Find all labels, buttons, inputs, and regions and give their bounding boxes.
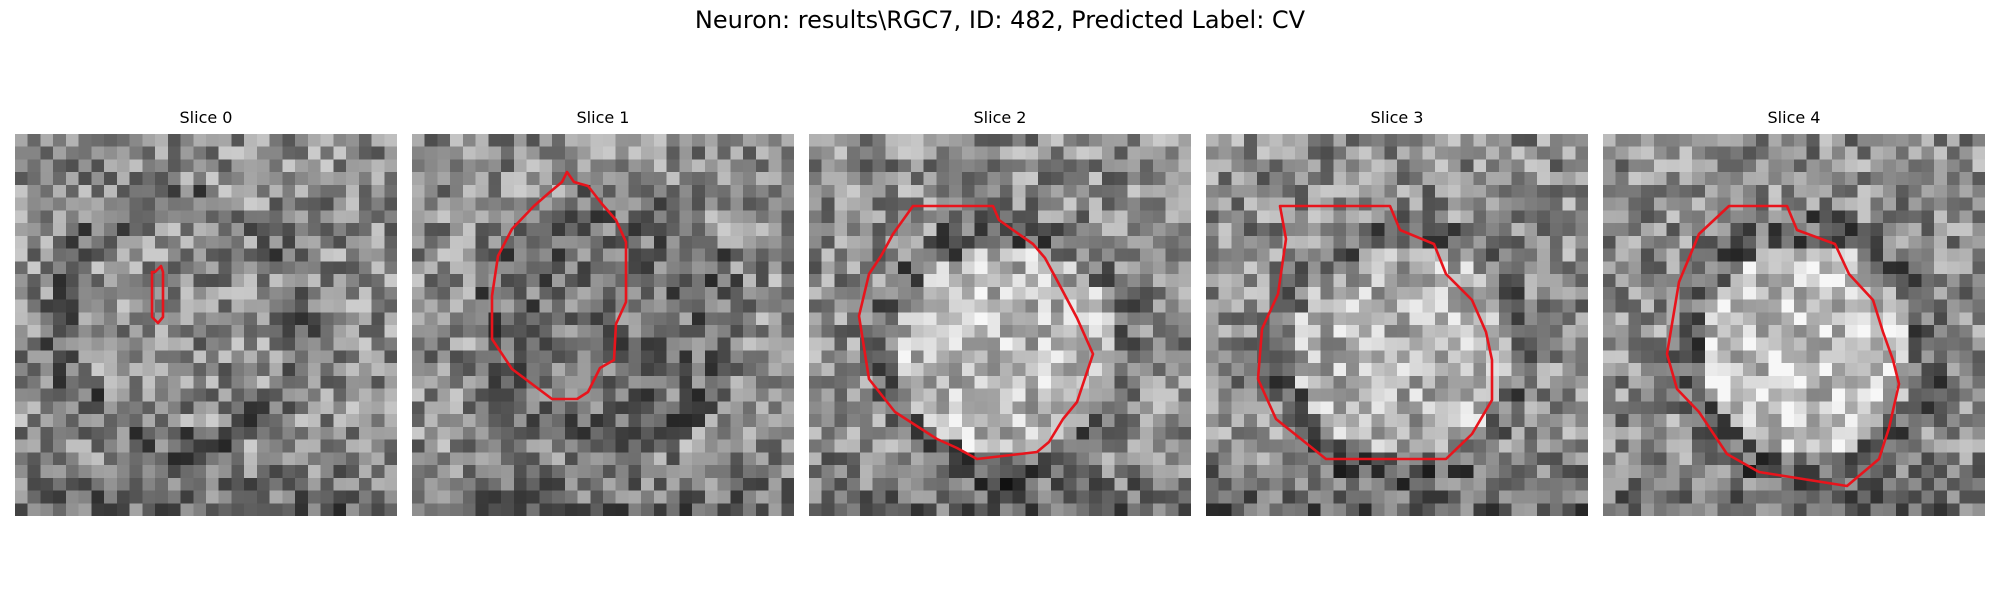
slice-title: Slice 3 <box>1370 108 1424 127</box>
slice-panel-1: Slice 1 <box>412 108 794 518</box>
slice-title: Slice 0 <box>179 108 233 127</box>
contour-outline <box>857 204 1095 461</box>
contour-outline <box>490 170 628 401</box>
grayscale-image <box>15 134 397 516</box>
slice-title: Slice 2 <box>973 108 1027 127</box>
slice-title: Slice 4 <box>1767 108 1821 127</box>
contour-overlay <box>857 204 1095 461</box>
contour-overlay <box>150 264 165 325</box>
figure-title: Neuron: results\RGC7, ID: 482, Predicted… <box>694 6 1306 34</box>
contour-overlay <box>1665 204 1901 488</box>
slice-panel-2: Slice 2 <box>809 108 1191 518</box>
slice-panel-3: Slice 3 <box>1206 108 1588 518</box>
slice-panel-4: Slice 4 <box>1603 108 1985 518</box>
grayscale-image <box>412 134 794 516</box>
contour-outline <box>1665 204 1901 488</box>
grayscale-image <box>1603 134 1985 516</box>
contour-outline <box>1256 204 1494 461</box>
contour-outline <box>150 264 165 325</box>
grayscale-image <box>809 134 1191 516</box>
slice-panel-0: Slice 0 <box>15 108 397 518</box>
contour-overlay <box>1256 204 1494 461</box>
contour-overlay <box>490 170 628 401</box>
slice-title: Slice 1 <box>576 108 630 127</box>
grayscale-image <box>1206 134 1588 516</box>
